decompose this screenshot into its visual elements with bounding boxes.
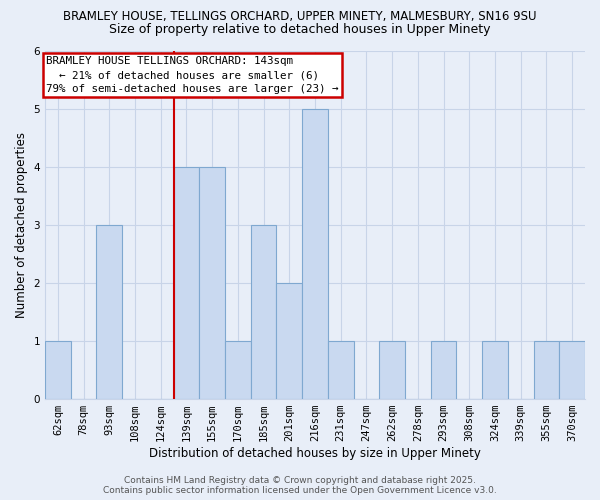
Bar — [328, 341, 353, 399]
Bar — [173, 168, 199, 399]
Bar — [45, 341, 71, 399]
X-axis label: Distribution of detached houses by size in Upper Minety: Distribution of detached houses by size … — [149, 447, 481, 460]
Bar — [225, 341, 251, 399]
Text: Size of property relative to detached houses in Upper Minety: Size of property relative to detached ho… — [109, 22, 491, 36]
Bar — [431, 341, 457, 399]
Bar — [97, 226, 122, 399]
Bar — [559, 341, 585, 399]
Bar — [533, 341, 559, 399]
Y-axis label: Number of detached properties: Number of detached properties — [15, 132, 28, 318]
Bar — [251, 226, 277, 399]
Bar — [379, 341, 405, 399]
Text: BRAMLEY HOUSE, TELLINGS ORCHARD, UPPER MINETY, MALMESBURY, SN16 9SU: BRAMLEY HOUSE, TELLINGS ORCHARD, UPPER M… — [63, 10, 537, 23]
Bar — [482, 341, 508, 399]
Bar — [277, 283, 302, 399]
Bar — [199, 168, 225, 399]
Bar — [302, 110, 328, 399]
Text: BRAMLEY HOUSE TELLINGS ORCHARD: 143sqm
  ← 21% of detached houses are smaller (6: BRAMLEY HOUSE TELLINGS ORCHARD: 143sqm ←… — [46, 56, 339, 94]
Text: Contains HM Land Registry data © Crown copyright and database right 2025.
Contai: Contains HM Land Registry data © Crown c… — [103, 476, 497, 495]
